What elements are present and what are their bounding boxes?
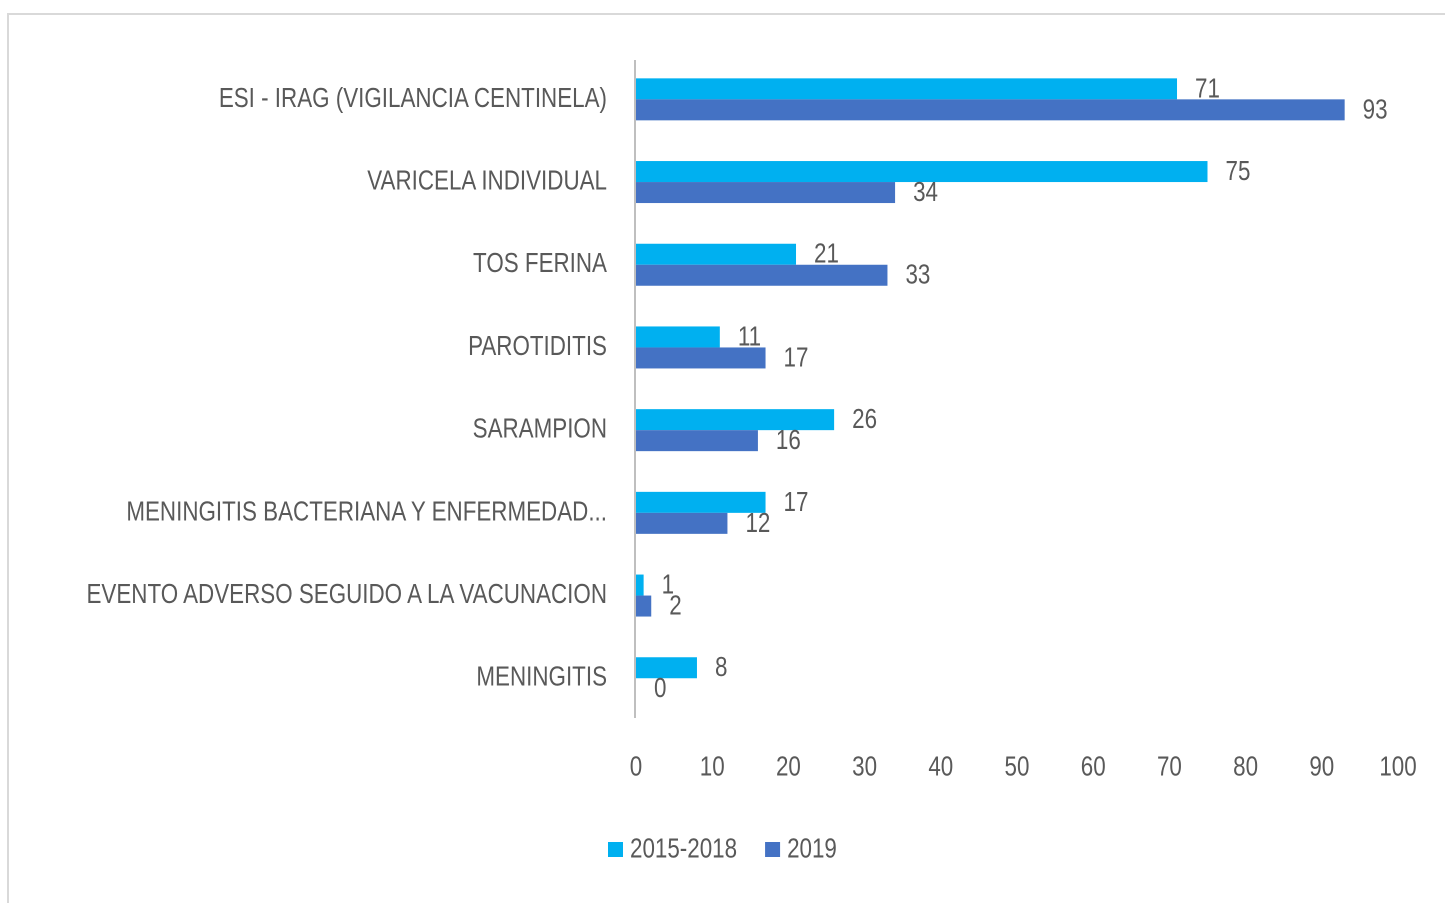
y-tick-label: MENINGITIS xyxy=(476,661,607,692)
data-label: 1 xyxy=(662,569,674,600)
data-label: 0 xyxy=(654,673,666,704)
y-tick-label: VARICELA INDIVIDUAL xyxy=(367,165,607,196)
bar xyxy=(636,161,1208,183)
bar xyxy=(636,243,797,265)
bar xyxy=(636,347,766,369)
bar xyxy=(636,99,1345,121)
x-tick-label: 60 xyxy=(1081,751,1106,782)
bar xyxy=(636,491,766,513)
y-tick-label: TOS FERINA xyxy=(473,248,607,279)
x-tick-label: 70 xyxy=(1157,751,1182,782)
legend-label: 2019 xyxy=(787,833,837,864)
data-label: 75 xyxy=(1226,156,1251,187)
y-tick-label: MENINGITIS BACTERIANA Y ENFERMEDAD... xyxy=(126,496,607,527)
data-label: 12 xyxy=(745,507,770,538)
data-label: 21 xyxy=(814,238,839,269)
data-label: 26 xyxy=(852,404,877,435)
bar xyxy=(636,326,720,348)
bar xyxy=(636,409,835,431)
y-tick-label: EVENTO ADVERSO SEGUIDO A LA VACUNACION xyxy=(86,579,607,610)
data-label: 16 xyxy=(776,425,801,456)
bar xyxy=(636,264,888,286)
x-tick-label: 40 xyxy=(928,751,953,782)
bar xyxy=(636,574,644,596)
data-label: 2 xyxy=(669,590,681,621)
bar xyxy=(636,430,758,452)
data-label: 17 xyxy=(784,342,809,373)
data-label: 93 xyxy=(1363,94,1388,125)
data-label: 17 xyxy=(784,486,809,517)
x-tick-label: 10 xyxy=(700,751,725,782)
data-label: 71 xyxy=(1195,73,1220,104)
legend-swatch xyxy=(608,842,623,857)
data-label: 8 xyxy=(715,652,727,683)
bar xyxy=(636,595,652,617)
bar xyxy=(636,512,728,534)
x-tick-label: 100 xyxy=(1379,751,1416,782)
bar xyxy=(636,657,697,679)
legend-swatch xyxy=(765,842,781,857)
bar xyxy=(636,182,896,204)
chart-frame xyxy=(7,13,1445,903)
x-tick-label: 50 xyxy=(1005,751,1030,782)
data-label: 34 xyxy=(913,177,938,208)
y-tick-label: SARAMPION xyxy=(473,413,607,444)
bar xyxy=(636,78,1178,100)
data-label: 33 xyxy=(905,259,930,290)
legend-label: 2015-2018 xyxy=(630,833,737,864)
x-tick-label: 90 xyxy=(1309,751,1334,782)
data-label: 11 xyxy=(738,321,761,352)
y-tick-label: ESI - IRAG (VIGILANCIA CENTINELA) xyxy=(219,82,607,113)
y-tick-label: PAROTIDITIS xyxy=(468,331,607,362)
x-tick-label: 30 xyxy=(852,751,877,782)
x-tick-label: 80 xyxy=(1233,751,1258,782)
x-tick-label: 0 xyxy=(630,751,642,782)
x-tick-label: 20 xyxy=(776,751,801,782)
